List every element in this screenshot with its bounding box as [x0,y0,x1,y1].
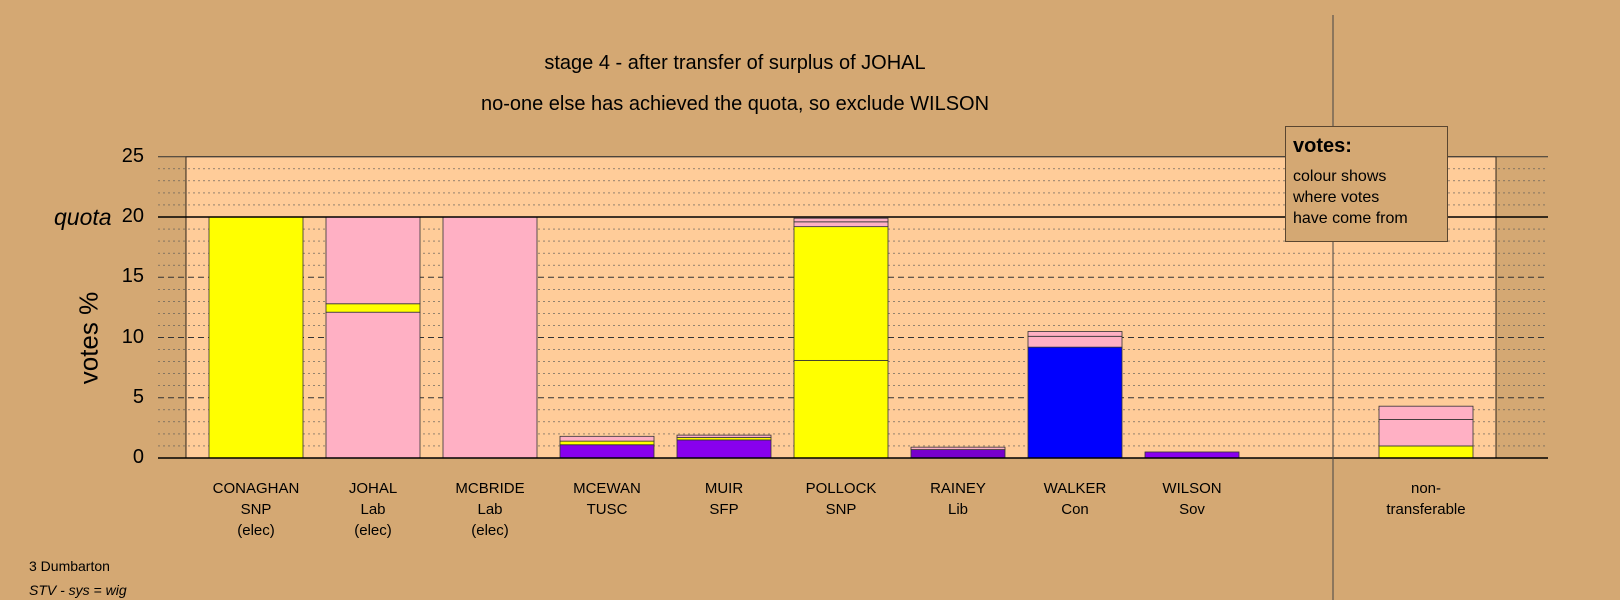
nontransferable-label-line: non- [1410,480,1442,497]
candidate-label: MCBRIDE Lab (elec) [430,478,550,541]
candidate-name: MUIR [704,480,744,497]
constituency-label: 3 Dumbarton [29,558,110,574]
bar-segment [1027,331,1123,337]
candidate-party: Lab [360,501,386,518]
candidate-status: (elec) [471,522,509,539]
candidate-name: WILSON [1162,480,1222,497]
legend-title: votes: [1293,135,1352,157]
candidate-label: MCEWAN TUSC [547,478,667,520]
nontransferable-label-line: transferable [1386,501,1466,518]
bar-segment [793,217,889,223]
bar-segment [325,311,421,459]
bar-segment [208,216,304,459]
y-tick-label: 15 [121,265,144,288]
y-tick-label: 10 [121,325,144,348]
bar-segment [793,226,889,361]
candidate-label: WILSON Sov [1132,478,1252,520]
candidate-name: JOHAL [348,480,398,497]
system-label: STV - sys = wig [29,582,127,598]
bar-segment [1027,346,1123,459]
legend-line: where votes [1293,189,1380,206]
legend-box: votes: colour shows where votes have com… [1285,126,1448,242]
candidate-party: SNP [825,501,857,518]
candidate-label: WALKER Con [1015,478,1135,520]
bar-segment [442,216,538,459]
bar-segment [559,440,655,446]
chart-subtitle: no-one else has achieved the quota, so e… [480,93,990,115]
bar-segment [793,221,889,228]
bar-segment [676,434,772,438]
candidate-name: MCEWAN [573,480,641,497]
candidate-label: MUIR SFP [664,478,784,520]
candidate-status: (elec) [354,522,392,539]
candidate-label: RAINEY Lib [898,478,1018,520]
candidate-party: Lab [477,501,503,518]
nontransferable-segment [1378,419,1474,447]
quota-label: quota [54,204,112,230]
candidate-label: JOHAL Lab (elec) [313,478,433,541]
y-tick-label: 25 [121,144,144,167]
candidate-party: Lib [947,501,969,518]
bar-segment [325,216,421,305]
nontransferable-segment [1378,445,1474,459]
bar-segment [676,439,772,459]
candidate-name: WALKER [1043,480,1107,497]
bar-segment [793,359,889,459]
candidate-party: TUSC [586,501,628,518]
candidate-status: (elec) [237,522,275,539]
candidate-party: Con [1061,501,1089,518]
nontransferable-segment [1378,405,1474,420]
candidate-party: Sov [1179,501,1205,518]
candidate-party: SNP [240,501,272,518]
bar-segment [1027,335,1123,348]
bar-segment [559,444,655,459]
bar-segment [1144,451,1240,459]
candidate-party: SFP [709,501,739,518]
legend-line: have come from [1293,210,1408,227]
nontransferable-label: non-transferable [1366,478,1486,520]
bar-segment [910,449,1006,459]
bar-segment [325,303,421,313]
y-tick-label: 5 [132,385,144,408]
candidate-name: MCBRIDE [455,480,525,497]
candidate-name: RAINEY [930,480,986,497]
candidate-label: POLLOCK SNP [781,478,901,520]
legend-line: colour shows [1293,168,1387,185]
chart-title: stage 4 - after transfer of surplus of J… [544,52,926,74]
candidate-name: CONAGHAN [212,480,300,497]
y-tick-label: 20 [121,205,144,227]
y-tick-label: 0 [132,446,144,468]
bar-segment [559,435,655,442]
candidate-label: CONAGHAN SNP (elec) [196,478,316,541]
candidate-name: POLLOCK [805,480,877,497]
bar-segment [910,446,1006,450]
